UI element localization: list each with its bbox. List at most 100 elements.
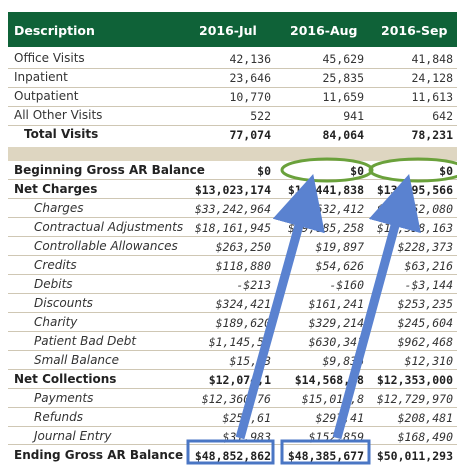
cell-aug: $19,685,258 (287, 221, 364, 235)
cell-jul: $18,161,945 (194, 221, 271, 235)
row-divider (8, 198, 457, 199)
cell-aug: $329,214 (308, 316, 364, 330)
cell-sep: $228,373 (397, 240, 453, 254)
cell-sep: -$3,144 (404, 278, 453, 292)
cell-aug: $297,41 (315, 411, 364, 425)
row-label: Refunds (34, 410, 84, 424)
cell-aug: 84,064 (322, 128, 364, 142)
cell-jul: $12,074,1 (208, 373, 271, 387)
cell-sep: 78,231 (411, 128, 453, 142)
cell-jul: $1,145,52 (208, 335, 271, 349)
cell-jul: $263,250 (215, 240, 271, 254)
cell-aug: $0 (350, 164, 364, 178)
section-divider (8, 147, 457, 161)
row-label: Charges (34, 201, 84, 215)
cell-jul: $13,023,174 (194, 183, 271, 197)
row-label: Outpatient (14, 89, 79, 103)
cell-aug: $19,897 (315, 240, 364, 254)
row-divider (8, 407, 457, 408)
row-label: Beginning Gross AR Balance (14, 163, 205, 177)
row-label: Net Collections (14, 372, 117, 386)
row-label: Credits (34, 258, 77, 272)
cell-sep: $12,729,970 (376, 392, 453, 406)
row-divider (8, 331, 457, 332)
cell-jul: 10,770 (229, 90, 271, 104)
cell-sep: $12,310 (404, 354, 453, 368)
row-label: Controllable Allowances (34, 239, 178, 253)
row-divider (8, 312, 457, 313)
row-label: All Other Visits (14, 108, 103, 122)
cell-jul: 77,074 (229, 128, 271, 142)
cell-sep: $18,558,163 (376, 221, 453, 235)
cell-sep: $168,490 (397, 430, 453, 444)
cell-sep: $63,216 (404, 259, 453, 273)
cell-aug: 11,659 (322, 90, 364, 104)
row-divider (8, 217, 457, 218)
cell-jul: $33,242,964 (194, 202, 271, 216)
cell-jul: $15,93 (229, 354, 271, 368)
cell-aug: $48,385,677 (287, 449, 364, 463)
cell-jul: $48,852,862 (194, 449, 271, 463)
table-header: Description 2016-Jul 2016-Aug 2016-Sep (8, 12, 457, 47)
header-col-sep[interactable]: 2016-Sep (381, 23, 448, 38)
row-label: Debits (34, 277, 73, 291)
cell-aug: $152,859 (308, 430, 364, 444)
row-label: Small Balance (34, 353, 120, 367)
row-divider (8, 274, 457, 275)
row-divider (8, 255, 457, 256)
row-label: Total Visits (24, 127, 99, 141)
header-description: Description (14, 23, 95, 38)
cell-aug: 941 (343, 109, 364, 123)
cell-aug: $161,241 (308, 297, 364, 311)
cell-jul: 522 (250, 109, 271, 123)
row-label: Payments (34, 391, 94, 405)
row-label: Ending Gross AR Balance (14, 448, 184, 462)
cell-jul: 23,646 (229, 71, 271, 85)
row-label: Charity (34, 315, 78, 329)
cell-sep: $13,995,566 (376, 183, 453, 197)
row-divider (8, 236, 457, 237)
cell-sep: $50,011,293 (376, 449, 453, 463)
cell-aug: $14,568,28 (294, 373, 364, 387)
cell-jul: $12,360,76 (201, 392, 271, 406)
cell-sep: $0 (439, 164, 453, 178)
header-col-aug[interactable]: 2016-Aug (290, 23, 358, 38)
cell-sep: 41,848 (411, 52, 453, 66)
row-label: Patient Bad Debt (34, 334, 137, 348)
cell-sep: 11,613 (411, 90, 453, 104)
header-col-jul[interactable]: 2016-Jul (199, 23, 257, 38)
row-divider (8, 293, 457, 294)
row-label: Journal Entry (34, 429, 112, 443)
cell-sep: $962,468 (397, 335, 453, 349)
row-label: Inpatient (14, 70, 68, 84)
cell-jul: $189,620 (215, 316, 271, 330)
row-divider (8, 179, 457, 180)
row-divider (8, 426, 457, 427)
row-divider (8, 369, 457, 370)
row-label: Net Charges (14, 182, 98, 196)
cell-aug: $630,341 (308, 335, 364, 349)
cell-jul: 42,136 (229, 52, 271, 66)
cell-sep: 642 (432, 109, 453, 123)
cell-aug: $15,018,8 (301, 392, 364, 406)
cell-jul: $31,983 (222, 430, 271, 444)
cell-aug: $34,632,412 (287, 202, 364, 216)
cell-aug: $9,836 (322, 354, 364, 368)
cell-sep: $12,353,000 (376, 373, 453, 387)
cell-sep: $208,481 (397, 411, 453, 425)
cell-jul: $324,421 (215, 297, 271, 311)
cell-sep: $34,752,080 (376, 202, 453, 216)
row-divider (8, 388, 457, 389)
cell-sep: $253,235 (397, 297, 453, 311)
cell-sep: $245,604 (397, 316, 453, 330)
cell-jul: $118,880 (215, 259, 271, 273)
cell-jul: -$213 (236, 278, 271, 292)
cell-aug: 45,629 (322, 52, 364, 66)
row-label: Contractual Adjustments (34, 220, 184, 234)
row-label: Discounts (34, 296, 93, 310)
cell-sep: 24,128 (411, 71, 453, 85)
cell-jul: $254,61 (222, 411, 271, 425)
cell-aug: 25,835 (322, 71, 364, 85)
row-divider (8, 350, 457, 351)
cell-aug: -$160 (329, 278, 364, 292)
